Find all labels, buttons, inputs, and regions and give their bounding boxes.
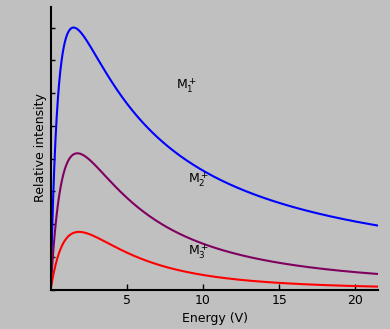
Text: M$_2^+$: M$_2^+$ — [188, 170, 209, 189]
Y-axis label: Relative intensity: Relative intensity — [34, 94, 46, 202]
X-axis label: Energy (V): Energy (V) — [181, 312, 248, 324]
Text: M$_1^+$: M$_1^+$ — [176, 76, 197, 94]
Text: M$_3^+$: M$_3^+$ — [188, 242, 209, 261]
